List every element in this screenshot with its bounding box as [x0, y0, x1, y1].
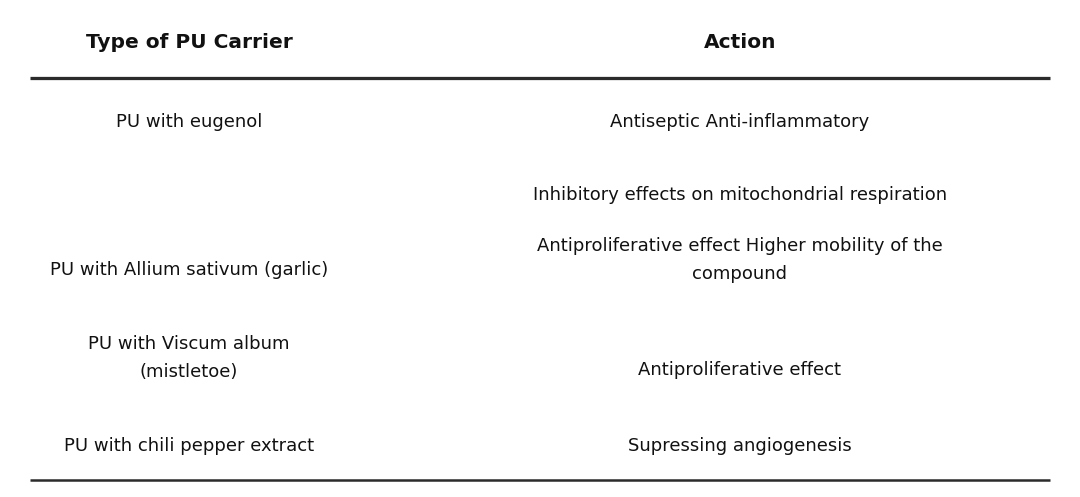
Text: PU with chili pepper extract: PU with chili pepper extract — [64, 437, 314, 455]
Text: Antiproliferative effect Higher mobility of the
compound: Antiproliferative effect Higher mobility… — [537, 237, 943, 283]
Text: Action: Action — [703, 32, 777, 52]
Text: Antiproliferative effect: Antiproliferative effect — [638, 361, 841, 379]
Text: PU with Viscum album
(mistletoe): PU with Viscum album (mistletoe) — [89, 335, 289, 381]
Text: Inhibitory effects on mitochondrial respiration: Inhibitory effects on mitochondrial resp… — [532, 186, 947, 204]
Text: Type of PU Carrier: Type of PU Carrier — [85, 32, 293, 52]
Text: Supressing angiogenesis: Supressing angiogenesis — [627, 437, 852, 455]
Text: PU with eugenol: PU with eugenol — [116, 113, 262, 131]
Text: Antiseptic Anti-inflammatory: Antiseptic Anti-inflammatory — [610, 113, 869, 131]
Text: PU with Allium sativum (garlic): PU with Allium sativum (garlic) — [50, 261, 328, 279]
